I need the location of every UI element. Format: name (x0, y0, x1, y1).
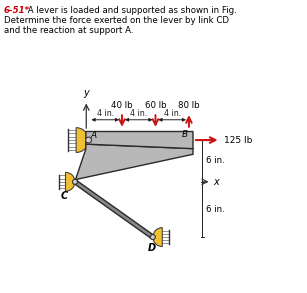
Wedge shape (76, 128, 88, 152)
Polygon shape (86, 132, 193, 149)
Text: D: D (148, 243, 156, 253)
Text: 40 lb: 40 lb (111, 100, 133, 110)
Text: 80 lb: 80 lb (178, 100, 200, 110)
Text: A lever is loaded and supported as shown in Fig.: A lever is loaded and supported as shown… (25, 6, 237, 16)
Text: and the reaction at support A.: and the reaction at support A. (4, 26, 134, 35)
Text: C: C (60, 191, 68, 201)
Text: B: B (182, 130, 188, 139)
Wedge shape (65, 172, 75, 191)
Polygon shape (74, 180, 154, 239)
Text: 125 lb: 125 lb (224, 136, 252, 144)
Text: 6 in.: 6 in. (206, 205, 225, 214)
Text: 4 in.: 4 in. (130, 109, 147, 118)
Text: 4 in.: 4 in. (164, 109, 181, 118)
Text: 6 in.: 6 in. (206, 156, 225, 166)
Text: A: A (90, 131, 96, 140)
Circle shape (72, 179, 77, 184)
Wedge shape (153, 228, 162, 246)
Circle shape (86, 137, 91, 143)
Text: 60 lb: 60 lb (145, 100, 166, 110)
Polygon shape (74, 144, 193, 185)
Text: y: y (84, 88, 89, 98)
Circle shape (150, 235, 155, 240)
Text: 6-51*: 6-51* (4, 6, 30, 16)
Text: Determine the force exerted on the lever by link CD: Determine the force exerted on the lever… (4, 16, 229, 25)
Text: x: x (214, 177, 220, 187)
Text: 4 in.: 4 in. (97, 109, 114, 118)
